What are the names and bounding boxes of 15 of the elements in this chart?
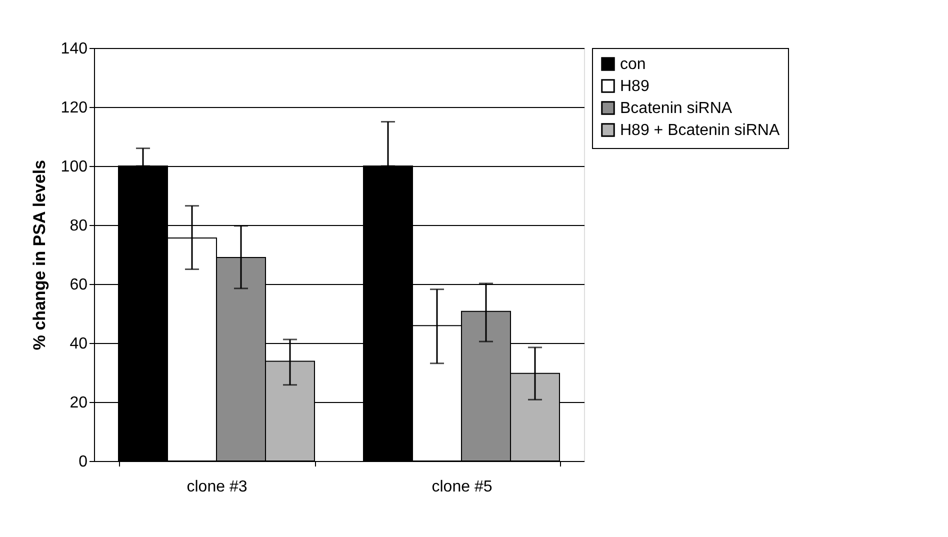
- y-tick-label: 60: [70, 276, 88, 294]
- legend-label: Bcatenin siRNA: [620, 100, 732, 117]
- y-tick-label: 80: [70, 218, 88, 234]
- y-tick-label: 140: [60, 40, 88, 58]
- y-tick-label: 100: [60, 158, 88, 176]
- y-tick-label: 0: [78, 454, 88, 470]
- legend-label: con: [620, 56, 646, 73]
- y-tick-label: 20: [70, 394, 88, 412]
- y-axis-title: % change in PSA levels: [30, 160, 49, 350]
- legend-label: H89 + Bcatenin siRNA: [620, 122, 780, 139]
- y-tick-label: 40: [70, 336, 88, 352]
- x-tick-label: clone #5: [432, 478, 492, 496]
- y-tick-label: 120: [60, 100, 88, 116]
- x-tick-label: clone #3: [186, 478, 248, 496]
- legend-label: H89: [620, 78, 650, 95]
